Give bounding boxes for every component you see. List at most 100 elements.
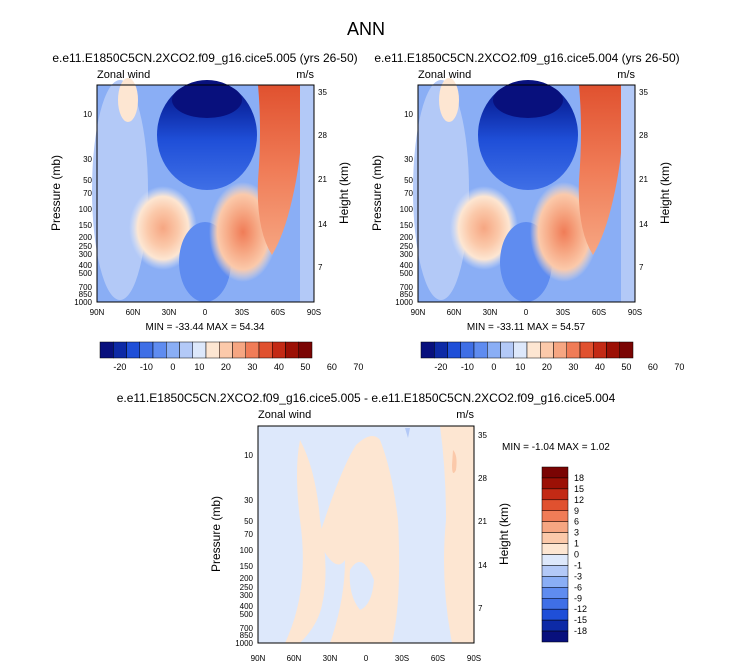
panel-3: e.e11.E1850C5CN.2XCO2.f09_g16.cice5.005 … xyxy=(117,391,616,663)
panel-2-nh-westerly-core xyxy=(439,78,459,122)
cbar3-label-10: -6 xyxy=(574,582,582,592)
panel-2-y2label: Height (km) xyxy=(658,162,672,224)
cbar1-label-2: 0 xyxy=(170,362,175,372)
panel-2-y-ticks: 10 30 50 70 100 150 200 250 300 400 500 … xyxy=(395,110,413,307)
panel-2-sh-surface-band xyxy=(621,85,635,302)
p2-ptick-500: 500 xyxy=(400,269,414,278)
p3-ptick-10: 10 xyxy=(244,451,253,460)
cbar3-swatch-11 xyxy=(541,587,569,599)
p3-ptick-30: 30 xyxy=(244,496,253,505)
cbar2-swatch-9 xyxy=(540,341,554,359)
cbar2-swatch-6 xyxy=(500,341,514,359)
cbar3-swatch-15 xyxy=(541,630,569,643)
p2-xtick-60S: 60S xyxy=(592,308,606,317)
panel-1-left-label: Zonal wind xyxy=(97,69,150,81)
p1-ptick-250: 250 xyxy=(79,242,93,251)
cbar1-label-8: 60 xyxy=(327,362,337,372)
p2-ptick-700: 700 xyxy=(400,283,414,292)
panel-1-title: e.e11.E1850C5CN.2XCO2.f09_g16.cice5.005 … xyxy=(52,51,357,65)
cbar3-swatch-1 xyxy=(541,477,569,490)
cbar2-swatch-10 xyxy=(553,341,567,359)
cbar3-swatch-9 xyxy=(541,565,569,577)
panel-2-right-label: m/s xyxy=(617,69,635,81)
p3-htick-28: 28 xyxy=(478,474,487,483)
p2-xtick-30N: 30N xyxy=(483,308,498,317)
cbar3-swatch-13 xyxy=(541,608,569,621)
panel-3-frame xyxy=(257,425,475,644)
p2-htick-28: 28 xyxy=(639,131,648,140)
cbar2-label-7: 50 xyxy=(621,362,631,372)
panel-3-negative-patch xyxy=(349,562,374,610)
cbar2-label-1: -10 xyxy=(461,362,474,372)
p2-ptick-1000: 1000 xyxy=(395,298,413,307)
cbar1-swatch-5 xyxy=(166,341,180,359)
panel-2: e.e11.E1850C5CN.2XCO2.f09_g16.cice5.004 … xyxy=(370,51,684,372)
p1-xtick-90S: 90S xyxy=(307,308,321,317)
p1-ptick-700: 700 xyxy=(79,283,93,292)
panel-1-contour-fill xyxy=(92,78,314,302)
p2-xtick-90S: 90S xyxy=(628,308,642,317)
panel-2-polar-night-jet xyxy=(578,85,623,255)
panel-1-easterlies-core xyxy=(172,82,242,118)
cbar3-swatch-12 xyxy=(541,598,569,610)
panel-3-contour-fill xyxy=(258,426,474,643)
cbar1-swatch-14 xyxy=(285,341,299,359)
cbar3-swatch-2 xyxy=(541,488,569,501)
cbar1-swatch-1 xyxy=(113,341,127,359)
cbar3-swatch-10 xyxy=(541,576,569,588)
p2-htick-35: 35 xyxy=(639,88,648,97)
p1-xtick-0: 0 xyxy=(203,308,208,317)
p2-xtick-60N: 60N xyxy=(447,308,462,317)
p3-xtick-90S: 90S xyxy=(467,654,481,663)
p1-ptick-70: 70 xyxy=(83,189,92,198)
panel-1-y2label: Height (km) xyxy=(337,162,351,224)
p1-ptick-30: 30 xyxy=(83,155,92,164)
panel-1-y-ticks: 10 30 50 70 100 150 200 250 300 400 500 … xyxy=(74,110,92,307)
p2-htick-21: 21 xyxy=(639,175,648,184)
cbar2-label-9: 70 xyxy=(674,362,684,372)
p2-ptick-400: 400 xyxy=(400,261,414,270)
cbar2-swatch-8 xyxy=(526,341,541,359)
panel-2-stats: MIN = -33.11 MAX = 54.57 xyxy=(467,322,586,333)
cbar1-swatch-15 xyxy=(298,341,313,359)
p3-xtick-30S: 30S xyxy=(395,654,409,663)
p1-xtick-90N: 90N xyxy=(90,308,105,317)
cbar2-label-8: 60 xyxy=(648,362,658,372)
cbar3-label-11: -9 xyxy=(574,593,582,603)
cbar1-label-4: 20 xyxy=(221,362,231,372)
panel-2-easterlies-core xyxy=(493,82,563,118)
panel-1-x-ticks: 90N 60N 30N 0 30S 60S 90S xyxy=(90,308,321,317)
cbar1-swatch-8 xyxy=(205,341,220,359)
cbar3-label-3: 9 xyxy=(574,506,579,516)
cbar3-label-9: -3 xyxy=(574,571,582,581)
cbar1-label-0: -20 xyxy=(113,362,126,372)
p3-htick-14: 14 xyxy=(478,561,487,570)
panel-1-colorbar: -20 -10 0 10 20 30 40 50 60 70 xyxy=(99,341,363,372)
cbar3-label-6: 1 xyxy=(574,539,579,549)
cbar2-swatch-14 xyxy=(606,341,620,359)
p3-ptick-50: 50 xyxy=(244,517,253,526)
p3-htick-7: 7 xyxy=(478,604,483,613)
panel-1-stats: MIN = -33.44 MAX = 54.34 xyxy=(146,322,265,333)
cbar3-label-13: -15 xyxy=(574,615,587,625)
cbar3-swatch-8 xyxy=(541,554,569,566)
cbar1-swatch-11 xyxy=(245,341,260,359)
p1-ptick-300: 300 xyxy=(79,250,93,259)
panel-3-x-ticks: 90N 60N 30N 0 30S 60S 90S xyxy=(251,654,481,663)
p1-xtick-60S: 60S xyxy=(271,308,285,317)
panel-3-title: e.e11.E1850C5CN.2XCO2.f09_g16.cice5.005 … xyxy=(117,391,616,405)
panel-3-sh-positive-column xyxy=(440,426,474,643)
p2-ptick-150: 150 xyxy=(400,221,414,230)
p3-ptick-70: 70 xyxy=(244,530,253,539)
p3-htick-35: 35 xyxy=(478,431,487,440)
panel-2-x-ticks: 90N 60N 30N 0 30S 60S 90S xyxy=(411,308,642,317)
panel-1-sh-surface-band xyxy=(300,85,314,302)
cbar2-label-2: 0 xyxy=(491,362,496,372)
p2-xtick-0: 0 xyxy=(524,308,529,317)
cbar1-label-9: 70 xyxy=(353,362,363,372)
p3-xtick-60N: 60N xyxy=(287,654,302,663)
cbar1-swatch-3 xyxy=(139,341,154,359)
cbar2-swatch-12 xyxy=(579,341,594,359)
